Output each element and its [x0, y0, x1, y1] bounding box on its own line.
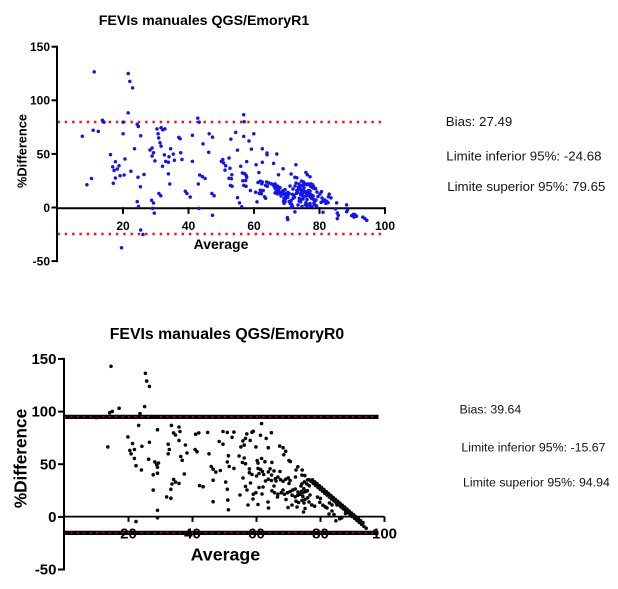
svg-text:50: 50: [37, 147, 51, 161]
svg-text:Limite superior 95%: 79.65: Limite superior 95%: 79.65: [447, 179, 605, 194]
svg-text:100: 100: [31, 404, 56, 421]
svg-text:Limite inferior 95%: -15.67: Limite inferior 95%: -15.67: [461, 441, 605, 455]
svg-text:150: 150: [30, 40, 50, 54]
svg-text:150: 150: [31, 351, 56, 368]
svg-text:Bias: 27.49: Bias: 27.49: [446, 114, 513, 129]
svg-text:20: 20: [116, 219, 130, 233]
svg-text:FEVIs manuales QGS/EmoryR1: FEVIs manuales QGS/EmoryR1: [99, 13, 310, 29]
svg-text:-50: -50: [33, 255, 51, 269]
svg-text:60: 60: [247, 219, 261, 233]
svg-text:%Difference: %Difference: [11, 409, 31, 508]
svg-text:FEVIs manuales QGS/EmoryR0: FEVIs manuales QGS/EmoryR0: [110, 326, 345, 343]
svg-text:Limite superior 95%: 94.94: Limite superior 95%: 94.94: [463, 475, 610, 489]
svg-text:80: 80: [312, 525, 329, 542]
svg-text:40: 40: [182, 219, 196, 233]
svg-text:Average: Average: [191, 544, 261, 564]
svg-text:Bias: 39.64: Bias: 39.64: [460, 403, 522, 417]
svg-text:50: 50: [40, 456, 57, 473]
svg-text:0: 0: [48, 509, 56, 526]
svg-text:60: 60: [248, 525, 265, 542]
svg-text:20: 20: [120, 525, 137, 542]
svg-text:100: 100: [30, 94, 50, 108]
svg-text:0: 0: [43, 201, 50, 215]
svg-text:80: 80: [313, 219, 327, 233]
svg-text:100: 100: [375, 219, 395, 233]
svg-text:-50: -50: [35, 562, 57, 579]
svg-text:40: 40: [184, 525, 201, 542]
svg-text:100: 100: [372, 525, 397, 542]
svg-text:%Difference: %Difference: [14, 114, 29, 188]
svg-text:Average: Average: [194, 236, 249, 252]
svg-text:Limite inferior 95%: -24.68: Limite inferior 95%: -24.68: [446, 148, 601, 163]
